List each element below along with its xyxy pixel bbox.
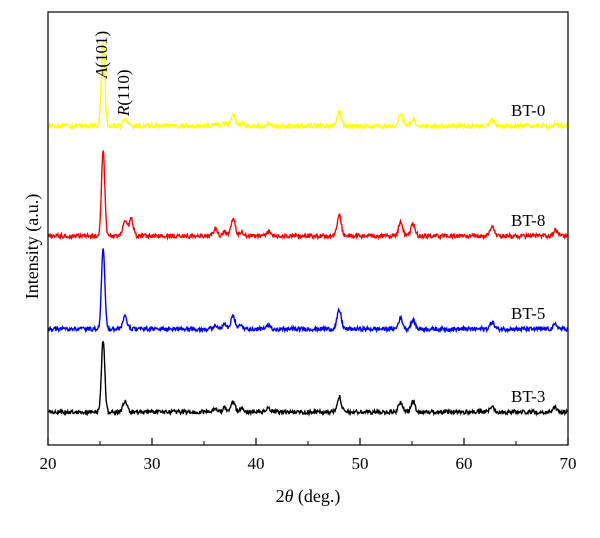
frame-layer: 20 30 40 50 60 70 2θ (deg.) Intensity (a.u.) [22, 11, 577, 507]
x-tick-label: 60 [456, 454, 473, 473]
series-line-bt-8 [47, 150, 569, 241]
x-axis-title: 2θ (deg.) [276, 486, 341, 507]
series-line-bt-3 [47, 340, 569, 417]
series-label-bt-8: BT-8 [511, 211, 545, 230]
x-tick-label: 20 [40, 454, 57, 473]
traces-layer [47, 41, 569, 417]
x-tick-label: 70 [560, 454, 577, 473]
annotation-rutile-110: R(110) [114, 69, 133, 117]
series-line-bt-5 [47, 248, 569, 334]
labels-layer: BT-0 BT-8 BT-5 BT-3 A(101)R(110) [92, 31, 545, 406]
series-label-bt-3: BT-3 [511, 387, 545, 406]
series-label-bt-5: BT-5 [511, 304, 545, 323]
series-label-bt-0: BT-0 [511, 101, 545, 120]
y-axis-title: Intensity (a.u.) [22, 194, 43, 299]
annotation-anatase-101: A(101) [92, 31, 111, 79]
x-tick-label: 30 [144, 454, 161, 473]
series-line-bt-0 [47, 41, 569, 131]
x-tick-label: 40 [248, 454, 265, 473]
x-tick-label: 50 [352, 454, 369, 473]
